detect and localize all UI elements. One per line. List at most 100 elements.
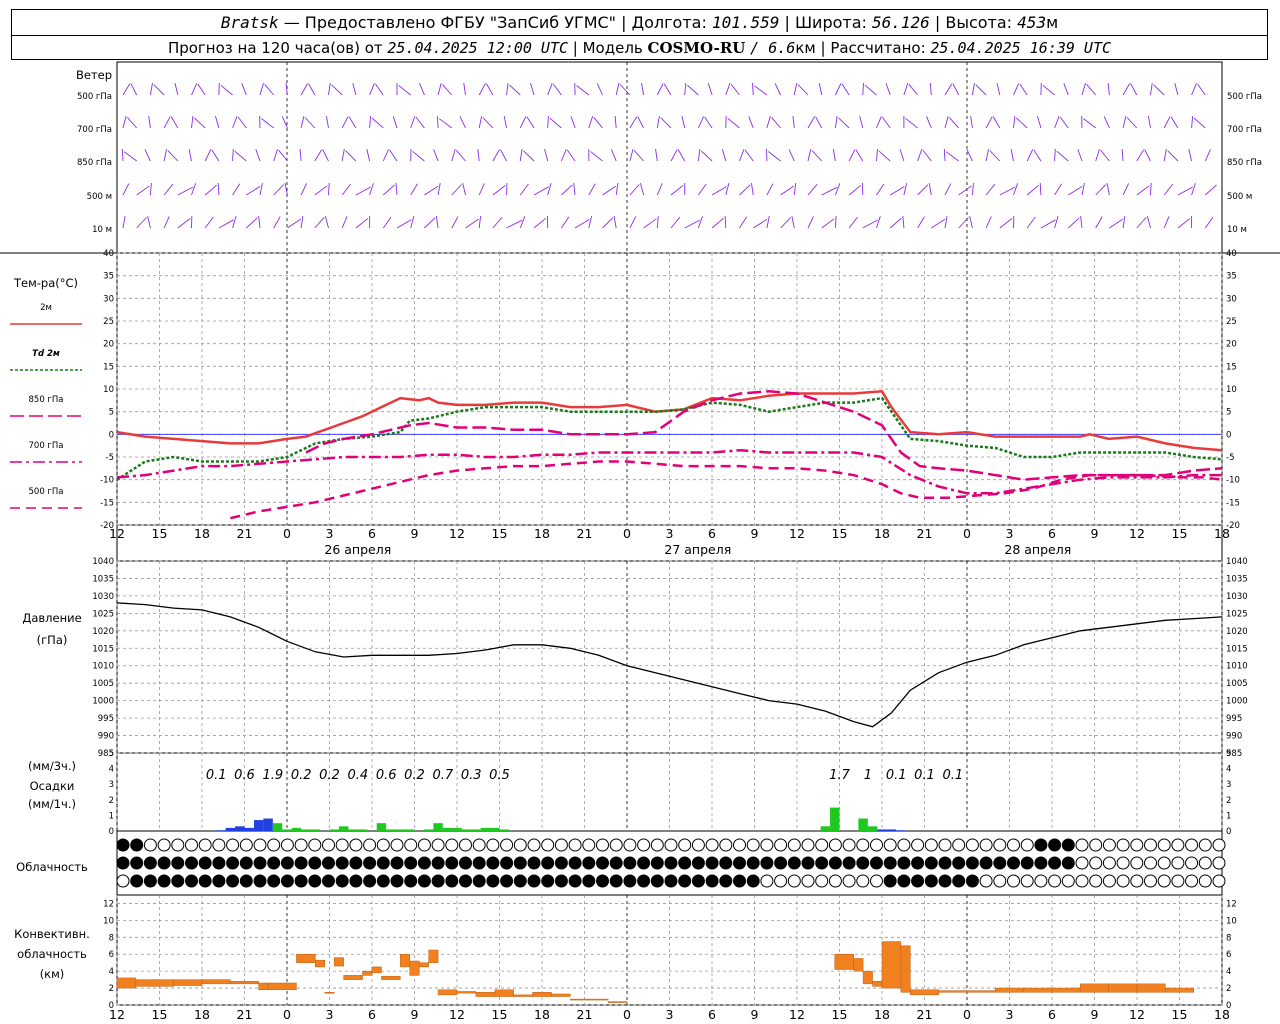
- wind-barb: [848, 216, 858, 229]
- cloud-cover-icon: [637, 838, 651, 852]
- cloud-cover-icon: [541, 856, 555, 870]
- wind-barb: [341, 183, 352, 196]
- wind-barb: [905, 118, 918, 129]
- x-tick-label: 6: [368, 1007, 376, 1022]
- wind-barb: [730, 83, 740, 96]
- wind-barb: [724, 215, 727, 229]
- cloud-cover-icon: [1171, 856, 1185, 870]
- alt-label: Высота:: [945, 13, 1013, 32]
- header-line-2: Прогноз на 120 часа(ов) от 25.04.2025 12…: [167, 39, 1112, 57]
- wind-barb: [834, 183, 841, 196]
- wind-barb: [121, 148, 124, 162]
- wind-barb: [163, 148, 167, 162]
- x-tick-label: 21: [237, 1007, 253, 1022]
- y-tick-label: -15: [100, 498, 114, 508]
- cloud-cover-icon: [911, 874, 925, 888]
- wind-barb: [832, 148, 836, 162]
- wind-barb: [629, 149, 634, 162]
- convective-bar: [173, 979, 203, 986]
- cloud-cover-icon: [404, 874, 418, 888]
- cloud-cover-icon: [1089, 838, 1103, 852]
- wind-barb: [214, 116, 220, 129]
- wind-barb: [948, 117, 960, 129]
- wind-barb: [952, 83, 960, 96]
- cloud-cover-icon: [774, 874, 788, 888]
- convective-bar: [513, 994, 533, 997]
- convective-bar: [607, 1001, 628, 1003]
- y-tick-label: 1030: [1226, 592, 1248, 602]
- x-tick-label: 15: [832, 1007, 848, 1022]
- computed-label: Рассчитано:: [830, 39, 926, 57]
- precip-total-label: 1: [864, 768, 872, 783]
- wind-barb: [602, 217, 614, 229]
- wind-barb: [503, 115, 508, 129]
- cloud-cover-icon: [500, 856, 514, 870]
- wind-barb: [438, 118, 453, 129]
- precip-total-label: 0.6: [234, 768, 255, 783]
- cloud-cover-icon: [1075, 838, 1089, 852]
- cloud-cover-icon: [363, 874, 377, 888]
- precip-title: Осадки: [30, 779, 75, 793]
- cloud-cover-icon: [267, 856, 281, 870]
- wind-barb: [1174, 83, 1179, 96]
- wind-barb: [220, 84, 233, 96]
- cloud-cover-icon: [582, 856, 596, 870]
- cloud-cover-icon: [116, 874, 130, 888]
- x-tick-label: 9: [751, 526, 759, 541]
- cloud-cover-icon: [705, 838, 719, 852]
- wind-barb: [547, 83, 553, 96]
- wind-barb: [1106, 182, 1110, 196]
- wind-barb: [191, 83, 198, 96]
- precip-unit: (мм/1ч.): [28, 797, 76, 811]
- convective-bar: [418, 962, 429, 968]
- precip-bar: [867, 826, 878, 831]
- y-tick-label: 1005: [1226, 679, 1248, 689]
- convective-bar: [570, 998, 609, 1001]
- y-tick-label: -15: [1226, 498, 1240, 508]
- wind-barb: [889, 217, 902, 229]
- wind-barb: [1163, 216, 1170, 229]
- cloud-cover-icon: [1157, 856, 1171, 870]
- wind-barb: [818, 82, 823, 96]
- wind-barb: [218, 219, 234, 229]
- cloud-cover-icon: [897, 856, 911, 870]
- wind-barb: [1013, 83, 1020, 96]
- wind-barb: [530, 83, 535, 96]
- wind-barb: [992, 116, 1001, 129]
- cloud-cover-icon: [938, 838, 952, 852]
- wind-barb: [864, 84, 877, 96]
- model-name: COSMO-RU: [647, 39, 746, 57]
- y-tick-label: 1: [109, 811, 114, 821]
- wind-barb: [660, 117, 672, 129]
- wind-barb: [1204, 149, 1211, 162]
- wind-barb: [859, 116, 864, 129]
- wind-barb: [144, 149, 151, 162]
- wind-barb: [684, 82, 687, 96]
- cloud-cover-icon: [1089, 856, 1103, 870]
- wind-barb: [629, 116, 638, 129]
- wind-barb: [1081, 182, 1085, 196]
- wind-barb: [174, 83, 179, 96]
- x-tick-label: 15: [492, 1007, 508, 1022]
- cloud-cover-icon: [1075, 874, 1089, 888]
- wind-barb: [792, 115, 795, 129]
- y-tick-label: 1025: [92, 609, 114, 619]
- wind-barb: [848, 149, 856, 162]
- wind-barb: [928, 182, 932, 196]
- y-tick-label: 4: [109, 765, 114, 775]
- y-tick-label: 15: [103, 362, 114, 372]
- wind-barb: [492, 217, 503, 229]
- wind-barb: [1146, 216, 1151, 229]
- conv-title: Конвективн.: [14, 927, 90, 941]
- cloud-cover-icon: [774, 838, 788, 852]
- cloud-cover-icon: [993, 874, 1007, 888]
- wind-barb: [1144, 149, 1151, 162]
- y-tick-label: 12: [1226, 899, 1237, 909]
- cloud-cover-icon: [1061, 856, 1075, 870]
- wind-barb: [163, 116, 171, 129]
- cloud-cover-icon: [363, 838, 377, 852]
- wind-level-label: 500 гПа: [77, 92, 112, 102]
- lon-value: 101.559: [711, 13, 780, 32]
- wind-barb: [273, 184, 285, 196]
- wind-barb: [711, 217, 724, 229]
